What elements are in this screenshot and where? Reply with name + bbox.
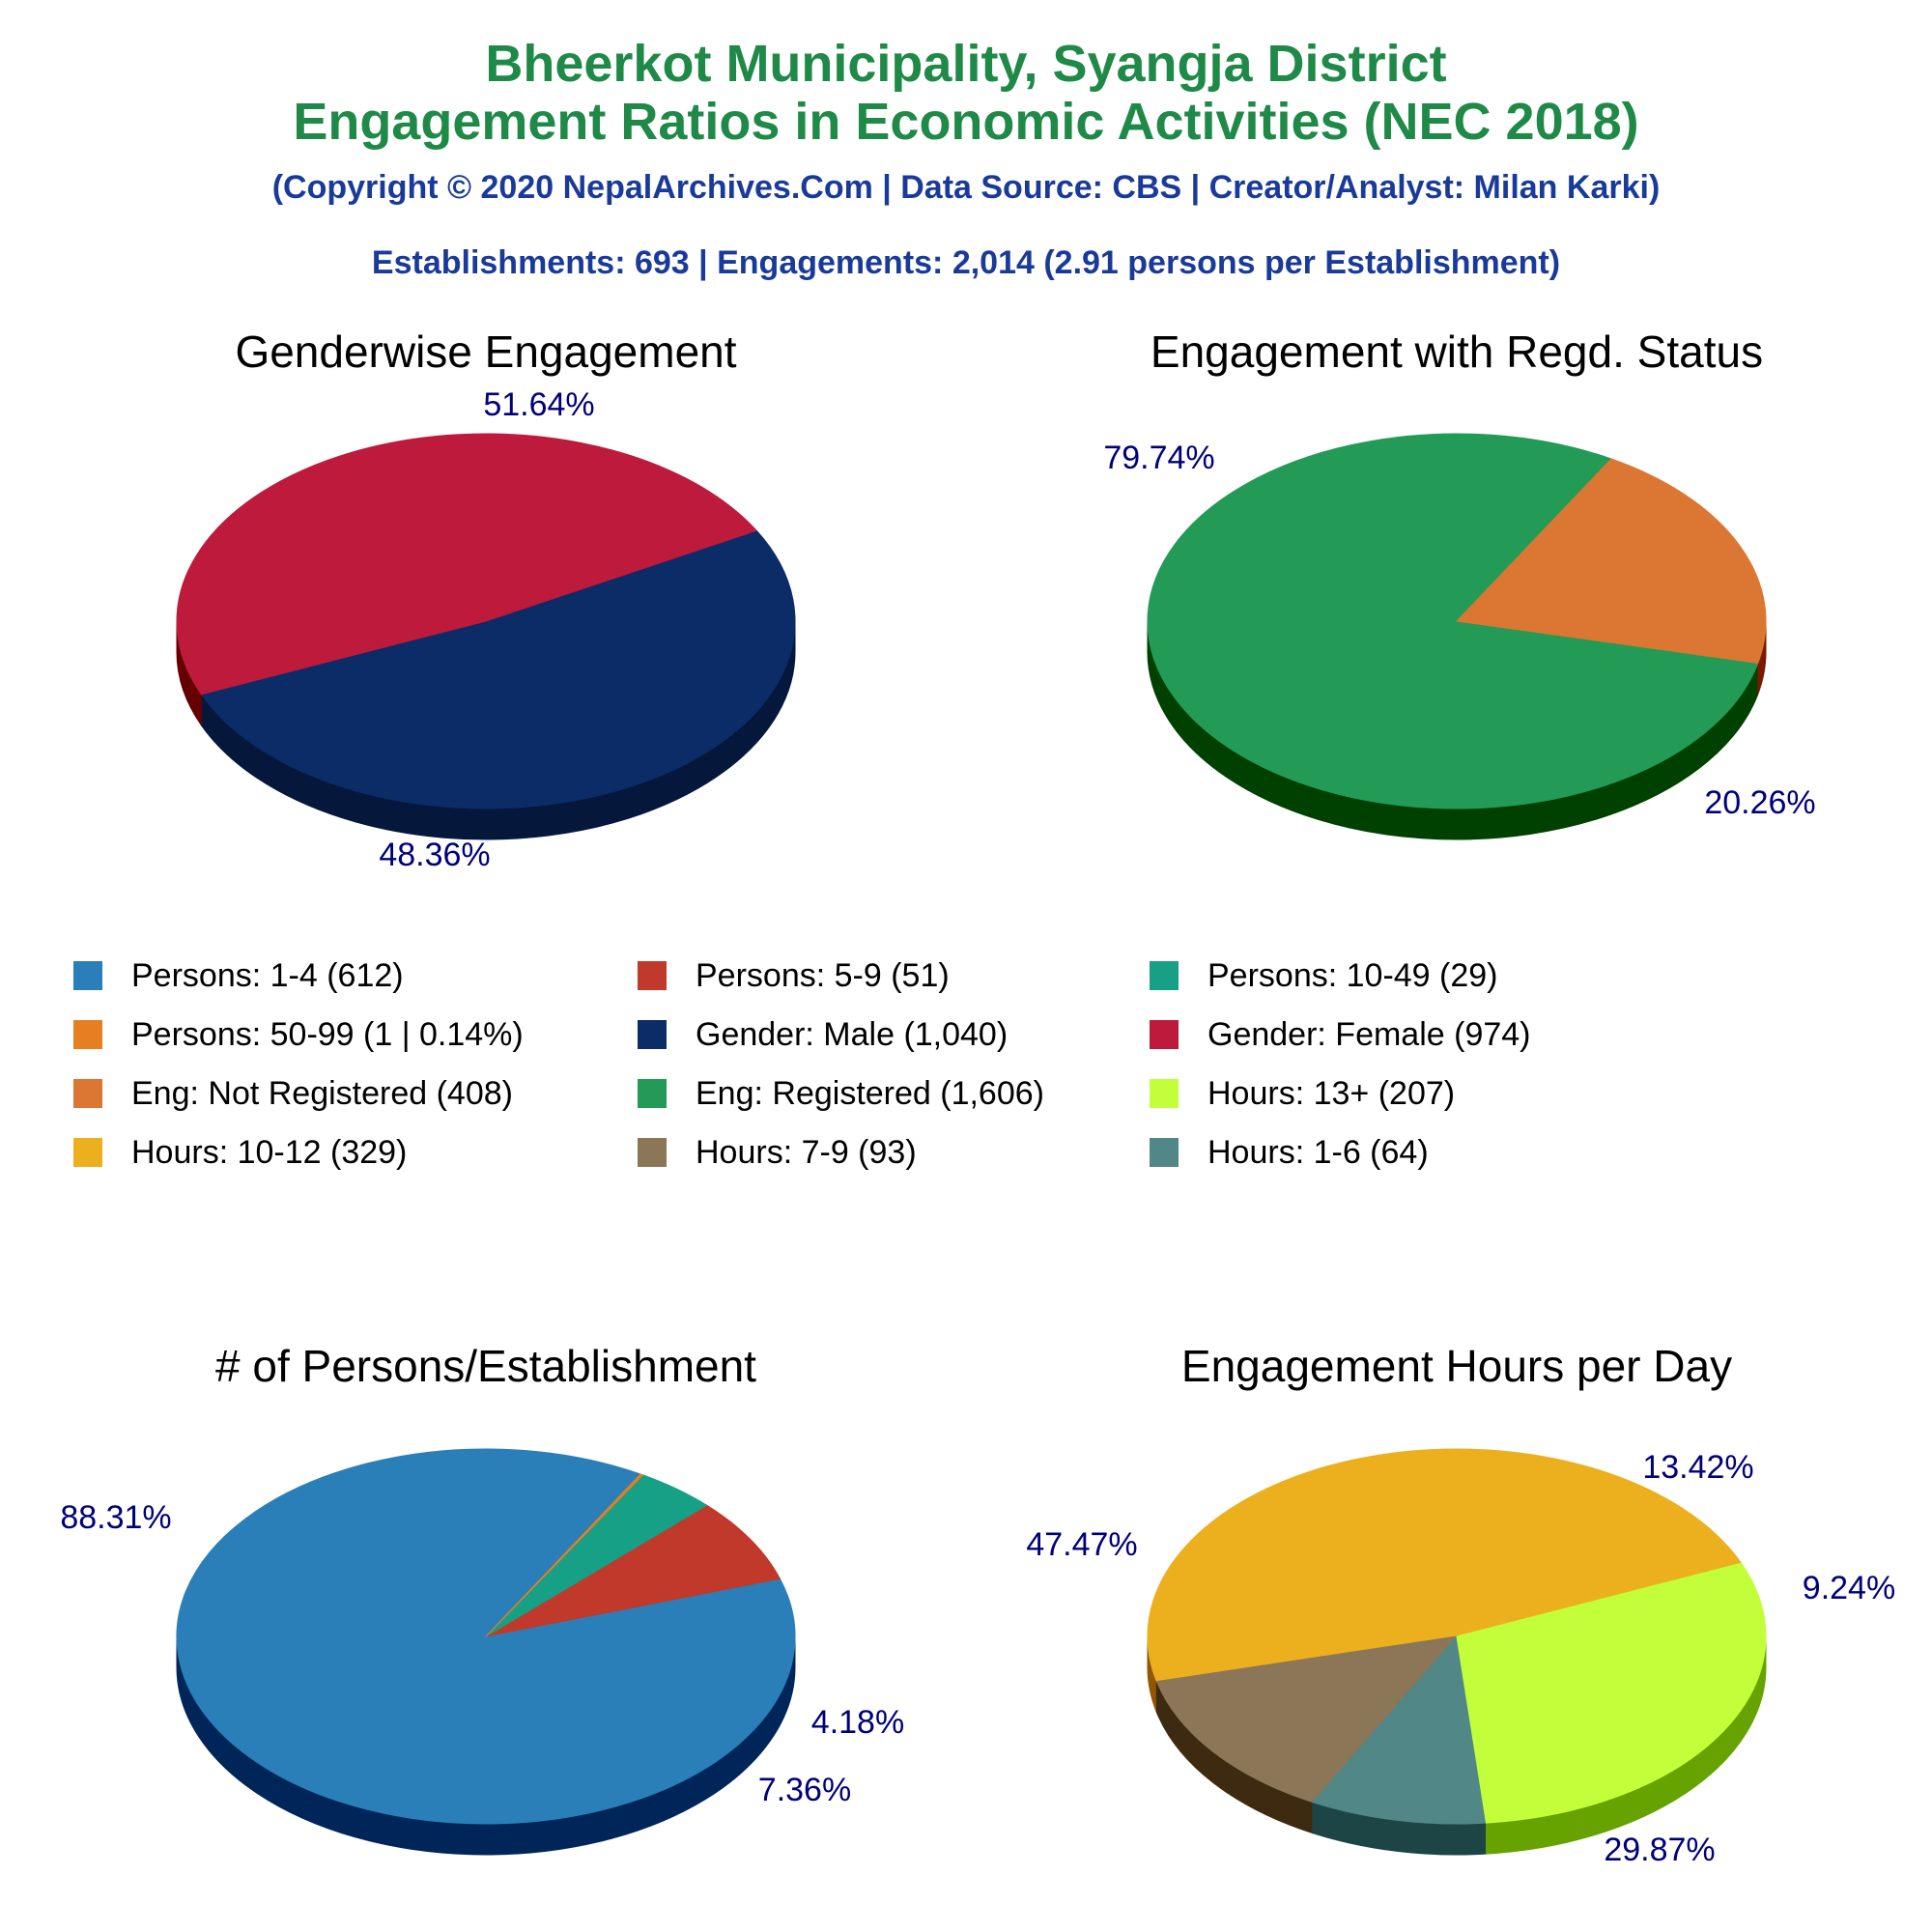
pie-slice xyxy=(176,433,758,696)
pie-slice xyxy=(200,529,796,810)
slice-percent-label: 88.31% xyxy=(60,1499,171,1536)
chart-title: Engagement Hours per Day xyxy=(1181,1341,1732,1391)
slice-percent-label: 51.64% xyxy=(483,386,594,423)
slice-percent-label: 7.36% xyxy=(758,1772,851,1808)
legend-item: Hours: 7-9 (93) xyxy=(638,1133,917,1172)
pie-slice xyxy=(1455,458,1767,664)
legend-item: Persons: 10-49 (29) xyxy=(1150,956,1498,995)
copyright-line: (Copyright © 2020 NepalArchives.Com | Da… xyxy=(271,169,1661,206)
legend-swatch xyxy=(638,961,667,990)
slice-percent-label: 79.74% xyxy=(1103,440,1214,476)
stats-line: Establishments: 693 | Engagements: 2,014… xyxy=(371,244,1561,281)
legend-item: Hours: 13+ (207) xyxy=(1150,1074,1455,1113)
legend-item: Hours: 10-12 (329) xyxy=(73,1133,407,1172)
legend-label: Eng: Not Registered (408) xyxy=(131,1074,513,1112)
slice-percent-label: 13.42% xyxy=(1642,1449,1753,1486)
legend-item: Persons: 1-4 (612) xyxy=(73,956,404,995)
pie-slice xyxy=(485,1504,781,1637)
pie-slice xyxy=(1147,1448,1743,1683)
legend-swatch xyxy=(638,1079,667,1108)
legend-item: Eng: Registered (1,606) xyxy=(638,1074,1044,1113)
pie-slice xyxy=(1456,1562,1767,1824)
legend-swatch xyxy=(1150,961,1179,990)
page-title-line2: Engagement Ratios in Economic Activities… xyxy=(293,93,1639,151)
legend-swatch xyxy=(73,961,102,990)
slice-percent-label: 48.36% xyxy=(379,837,490,873)
legend-item: Gender: Female (974) xyxy=(1150,1015,1531,1054)
pie-slice xyxy=(1155,1635,1459,1804)
chart-title: Engagement with Regd. Status xyxy=(1151,327,1763,377)
legend-label: Hours: 10-12 (329) xyxy=(131,1133,408,1171)
legend-item: Eng: Not Registered (408) xyxy=(73,1074,513,1113)
pie-slice xyxy=(485,1473,644,1637)
legend-item: Gender: Male (1,040) xyxy=(638,1015,1008,1054)
page-title-line1: Bheerkot Municipality, Syangja District xyxy=(485,35,1447,93)
pie-slice xyxy=(1147,433,1759,810)
legend-swatch xyxy=(1150,1079,1179,1108)
legend-label: Eng: Registered (1,606) xyxy=(696,1074,1044,1112)
slice-percent-label: 4.18% xyxy=(811,1704,904,1741)
legend-swatch xyxy=(638,1020,667,1049)
chart-title: # of Persons/Establishment xyxy=(215,1341,756,1391)
legend-item: Persons: 5-9 (51) xyxy=(638,956,950,995)
slice-percent-label: 29.87% xyxy=(1604,1832,1715,1868)
legend-label: Persons: 1-4 (612) xyxy=(131,956,404,994)
legend-swatch xyxy=(73,1079,102,1108)
legend-swatch xyxy=(1150,1020,1179,1049)
slice-percent-label: 9.24% xyxy=(1803,1570,1895,1606)
legend-item: Hours: 1-6 (64) xyxy=(1150,1133,1429,1172)
legend-swatch xyxy=(638,1138,667,1167)
legend-label: Gender: Female (974) xyxy=(1208,1015,1531,1053)
legend-swatch xyxy=(73,1020,102,1049)
legend-label: Persons: 50-99 (1 | 0.14%) xyxy=(131,1015,524,1053)
legend-swatch xyxy=(73,1138,102,1167)
legend-label: Hours: 13+ (207) xyxy=(1208,1074,1456,1112)
legend-label: Gender: Male (1,040) xyxy=(696,1015,1009,1053)
chart-title: Genderwise Engagement xyxy=(235,327,736,377)
slice-percent-label: 20.26% xyxy=(1704,784,1815,821)
legend-label: Hours: 7-9 (93) xyxy=(696,1133,917,1171)
legend-label: Persons: 5-9 (51) xyxy=(696,956,950,994)
legend-swatch xyxy=(1150,1138,1179,1167)
legend-label: Hours: 1-6 (64) xyxy=(1208,1133,1429,1171)
slice-percent-label: 47.47% xyxy=(1026,1526,1137,1563)
legend-item: Persons: 50-99 (1 | 0.14%) xyxy=(73,1015,524,1054)
legend-label: Persons: 10-49 (29) xyxy=(1208,956,1498,994)
pie-slice xyxy=(1311,1634,1488,1825)
